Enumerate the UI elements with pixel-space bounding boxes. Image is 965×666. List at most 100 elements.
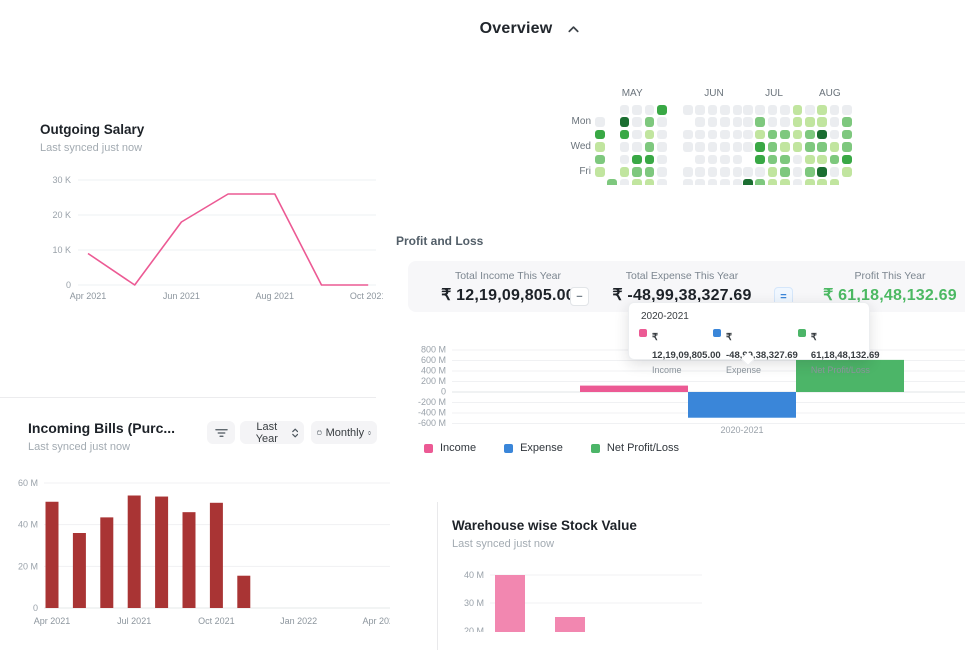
- heatmap-cell: [695, 117, 705, 127]
- heatmap-month-label: JUN: [704, 88, 724, 99]
- heatmap-cell: [619, 167, 630, 177]
- heatmap-cell: [644, 117, 655, 127]
- y-tick-label: 40 M: [464, 570, 484, 580]
- heatmap-cell: [792, 167, 803, 177]
- heatmap-cell: [755, 179, 765, 185]
- x-tick-label: Jan 2022: [280, 616, 317, 626]
- heatmap-cell: [657, 129, 667, 140]
- incoming-bills-subtitle: Last synced just now: [28, 441, 131, 453]
- bar: [45, 501, 59, 609]
- tooltip-entry-net-profit: ₹ 61,18,48,132.69 Net Profit/Loss: [797, 327, 880, 375]
- bar: [555, 617, 585, 632]
- heatmap-cell: [755, 117, 765, 127]
- heatmap-cell: [644, 105, 655, 115]
- bar: [155, 496, 169, 609]
- stat-value: ₹ 12,19,09,805.00: [441, 287, 575, 304]
- tooltip-entry-income: ₹ 12,19,09,805.00 Income: [639, 327, 721, 375]
- stat-value: ₹ -48,99,38,327.69: [612, 287, 752, 304]
- legend-item-income: Income: [424, 442, 476, 454]
- heatmap-cell: [595, 167, 605, 177]
- heatmap-cell: [720, 129, 730, 140]
- bar-expense: [688, 392, 796, 418]
- heatmap-day-label: Wed: [570, 140, 591, 152]
- legend-swatch: [504, 443, 514, 453]
- heatmap-cell: [755, 167, 765, 177]
- chevron-up-icon[interactable]: [566, 22, 581, 37]
- heatmap-cell: [743, 167, 753, 177]
- heatmap-cell: [632, 142, 642, 152]
- x-tick-label: Apr 2022: [363, 616, 390, 626]
- heatmap-cell: [792, 117, 803, 127]
- heatmap-cell: [755, 129, 765, 140]
- incoming-bills-title: Incoming Bills (Purc...: [28, 420, 176, 436]
- frequency-select-button[interactable]: Monthly: [311, 421, 377, 444]
- heatmap-cell: [755, 105, 765, 115]
- heatmap-cell: [595, 129, 605, 140]
- heatmap-cell: [683, 105, 693, 115]
- y-tick-label: 200 M: [421, 376, 446, 386]
- x-tick-label: Oct 2021: [198, 616, 235, 626]
- y-tick-label: 20 M: [464, 626, 484, 632]
- heatmap-cell: [842, 117, 852, 127]
- x-tick-label: Aug 2021: [256, 291, 295, 301]
- heatmap-cell: [619, 129, 630, 140]
- sort-chevrons-icon: [368, 430, 371, 435]
- heatmap-cell: [817, 179, 827, 185]
- heatmap-cell: [817, 154, 827, 165]
- filter-button[interactable]: [207, 421, 235, 444]
- heatmap-cell: [755, 142, 765, 152]
- bar: [100, 517, 114, 609]
- heatmap-cell: [805, 179, 815, 185]
- stat-label: Profit This Year: [854, 270, 926, 282]
- heatmap-cell: [805, 117, 815, 127]
- heatmap-cell: [743, 129, 753, 140]
- outgoing-salary-title: Outgoing Salary: [40, 122, 145, 137]
- tooltip-value: ₹ 12,19,09,805.00: [652, 332, 721, 361]
- calendar-icon: [317, 430, 322, 435]
- heatmap-cell: [792, 129, 803, 140]
- heatmap-cell: [619, 105, 630, 115]
- x-tick-label: Jul 2021: [117, 616, 151, 626]
- heatmap-cell: [657, 142, 667, 152]
- heatmap-cell: [657, 167, 667, 177]
- incoming-bills-card-header: Incoming Bills (Purc... Last synced just…: [28, 420, 175, 453]
- heatmap-cell: [817, 167, 827, 177]
- heatmap-cell: [644, 167, 655, 177]
- profit-and-loss-heading: Profit and Loss: [396, 234, 484, 248]
- bar: [495, 575, 525, 632]
- heatmap-month-label: MAY: [621, 88, 643, 99]
- expense-swatch: [713, 329, 721, 337]
- y-tick-label: -200 M: [418, 397, 446, 407]
- heatmap-cell: [767, 167, 778, 177]
- heatmap-cell: [842, 167, 852, 177]
- heatmap-cell: [767, 179, 778, 185]
- heatmap-cell: [792, 105, 803, 115]
- heatmap-cell: [732, 129, 743, 140]
- sort-chevrons-icon: [291, 428, 298, 437]
- x-tick-label: Apr 2021: [34, 616, 71, 626]
- heatmap-cell: [767, 154, 778, 165]
- heatmap-cell: [695, 142, 705, 152]
- heatmap-cell: [792, 179, 803, 185]
- warehouse-stock-bar-chart: 40 M 30 M 20 M: [464, 570, 702, 632]
- heatmap-cell: [743, 142, 753, 152]
- heatmap-cell: [720, 179, 730, 185]
- heatmap-cell: [792, 142, 803, 152]
- y-tick-label: 10 K: [52, 245, 71, 255]
- heatmap-cell: [632, 105, 642, 115]
- heatmap-cell: [767, 142, 778, 152]
- stat-label: Total Income This Year: [454, 270, 562, 282]
- heatmap-cell: [657, 179, 667, 185]
- y-tick-label: 60 M: [18, 478, 38, 488]
- pnl-chart-tooltip: 2020-2021 ₹ 12,19,09,805.00 Income ₹ -48…: [628, 302, 880, 375]
- tooltip-entry-expense: ₹ -48,99,38,327.69 Expense: [713, 327, 798, 375]
- incoming-bills-bar-chart: 60 M 40 M 20 M 0 Apr 2021 Jul 2021 Oct 2021 Jan…: [18, 478, 390, 626]
- period-select-button[interactable]: Last Year: [240, 421, 304, 445]
- heatmap-cell: [805, 167, 815, 177]
- heatmap-cell: [707, 179, 718, 185]
- y-tick-label: 400 M: [421, 366, 446, 376]
- outgoing-salary-card: Outgoing Salary Last synced just now: [40, 122, 144, 154]
